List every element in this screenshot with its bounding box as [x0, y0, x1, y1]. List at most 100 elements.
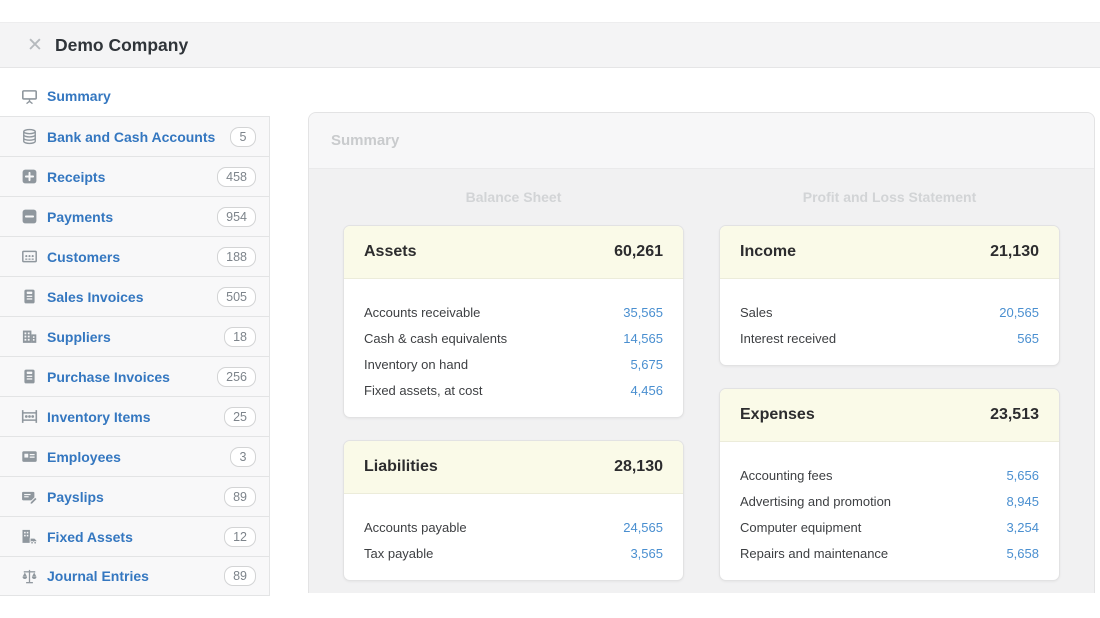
card-total: 23,513: [990, 406, 1039, 423]
account-row: Cash & cash equivalents 14,565: [364, 325, 663, 351]
coins-icon: [21, 128, 38, 145]
count-badge: 256: [217, 366, 256, 387]
presentation-icon: [21, 88, 38, 105]
account-label: Computer equipment: [740, 519, 862, 535]
sidebar-item-label: Summary: [47, 88, 111, 104]
account-row: Accounts receivable 35,565: [364, 299, 663, 325]
sidebar-item-label: Payslips: [47, 488, 104, 505]
sidebar-item-journal-entries[interactable]: Journal Entries 89: [0, 556, 270, 596]
account-value-link[interactable]: 8,945: [1006, 493, 1039, 509]
sidebar-item-label: Fixed Assets: [47, 528, 133, 545]
account-row: Tax payable 3,565: [364, 540, 663, 566]
account-row: Advertising and promotion 8,945: [740, 488, 1039, 514]
sidebar-item-label: Journal Entries: [47, 568, 149, 584]
account-value-link[interactable]: 24,565: [623, 519, 663, 535]
count-badge: 505: [217, 286, 256, 307]
card-total: 28,130: [614, 458, 663, 475]
card-total: 21,130: [990, 243, 1039, 260]
card-assets: Assets 60,261 Accounts receivable 35,565…: [343, 225, 684, 418]
account-value-link[interactable]: 3,565: [630, 545, 663, 561]
account-row: Inventory on hand 5,675: [364, 351, 663, 377]
count-badge: 89: [224, 486, 256, 507]
account-row: Repairs and maintenance 5,658: [740, 540, 1039, 566]
sidebar-item-label: Inventory Items: [47, 408, 151, 425]
column-balance-sheet: Balance Sheet Assets 60,261 Accounts rec…: [343, 181, 684, 593]
abacus-icon: [21, 408, 38, 425]
card-title: Assets: [364, 243, 417, 260]
count-badge: 18: [224, 326, 256, 347]
card-title: Expenses: [740, 406, 815, 423]
sidebar-item-receipts[interactable]: Receipts 458: [0, 156, 270, 196]
invoice-icon: [21, 288, 38, 305]
sidebar-item-label: Bank and Cash Accounts: [47, 128, 216, 145]
card-liabilities: Liabilities 28,130 Accounts payable 24,5…: [343, 440, 684, 581]
account-value-link[interactable]: 20,565: [999, 304, 1039, 320]
column-heading: Balance Sheet: [465, 189, 562, 205]
panel-tab-summary: Summary: [331, 132, 400, 149]
account-value-link[interactable]: 35,565: [623, 304, 663, 320]
sidebar-item-employees[interactable]: Employees 3: [0, 436, 270, 476]
account-value-link[interactable]: 14,565: [623, 330, 663, 346]
account-label: Repairs and maintenance: [740, 545, 889, 561]
sidebar-item-label: Receipts: [47, 168, 106, 185]
card-title: Income: [740, 243, 797, 260]
panel-header: Summary: [309, 113, 1094, 169]
account-row: Interest received 565: [740, 325, 1039, 351]
sidebar-item-sales-invoices[interactable]: Sales Invoices 505: [0, 276, 270, 316]
plus-square-icon: [21, 168, 38, 185]
column-profit-and-loss-statement: Profit and Loss Statement Income 21,130 …: [719, 181, 1060, 593]
card-income: Income 21,130 Sales 20,565 Interest rece…: [719, 225, 1060, 366]
count-badge: 89: [224, 566, 256, 586]
count-badge: 5: [230, 126, 256, 147]
sidebar-item-suppliers[interactable]: Suppliers 18: [0, 316, 270, 356]
account-value-link[interactable]: 5,658: [1006, 545, 1039, 561]
card-expenses: Expenses 23,513 Accounting fees 5,656 Ad…: [719, 388, 1060, 581]
count-badge: 458: [217, 166, 256, 187]
account-label: Fixed assets, at cost: [364, 382, 483, 398]
panel-body: Balance Sheet Assets 60,261 Accounts rec…: [309, 169, 1094, 593]
close-icon[interactable]: ✕: [27, 34, 43, 56]
account-row: Accounting fees 5,656: [740, 462, 1039, 488]
sidebar-item-purchase-invoices[interactable]: Purchase Invoices 256: [0, 356, 270, 396]
column-heading: Profit and Loss Statement: [802, 189, 977, 205]
account-value-link[interactable]: 5,656: [1006, 467, 1039, 483]
card-total: 60,261: [614, 243, 663, 260]
titlebar: ✕ Demo Company: [0, 22, 1100, 68]
account-value-link[interactable]: 5,675: [630, 356, 663, 372]
sidebar-item-label: Employees: [47, 448, 121, 465]
sidebar-item-summary[interactable]: Summary: [0, 76, 270, 116]
building-truck-icon: [21, 528, 38, 545]
sidebar-item-inventory-items[interactable]: Inventory Items 25: [0, 396, 270, 436]
account-label: Tax payable: [364, 545, 434, 561]
account-label: Cash & cash equivalents: [364, 330, 508, 346]
sidebar-item-label: Sales Invoices: [47, 288, 144, 305]
account-value-link[interactable]: 3,254: [1006, 519, 1039, 535]
sidebar-item-payments[interactable]: Payments 954: [0, 196, 270, 236]
people-group-icon: [21, 248, 38, 265]
sidebar-item-customers[interactable]: Customers 188: [0, 236, 270, 276]
payslip-pen-icon: [21, 488, 38, 505]
minus-square-icon: [21, 208, 38, 225]
sidebar-item-label: Customers: [47, 248, 121, 265]
account-row: Accounts payable 24,565: [364, 514, 663, 540]
account-label: Interest received: [740, 330, 837, 346]
account-label: Sales: [740, 304, 773, 320]
sidebar-item-bank-and-cash-accounts[interactable]: Bank and Cash Accounts 5: [0, 116, 270, 156]
count-badge: 3: [230, 446, 256, 467]
sidebar-item-label: Suppliers: [47, 328, 111, 345]
sidebar-item-fixed-assets[interactable]: Fixed Assets 12: [0, 516, 270, 556]
account-label: Accounts payable: [364, 519, 467, 535]
sidebar-item-label: Purchase Invoices: [47, 368, 170, 385]
card-title: Liabilities: [364, 458, 438, 475]
sidebar-item-payslips[interactable]: Payslips 89: [0, 476, 270, 516]
account-value-link[interactable]: 565: [1017, 330, 1039, 346]
id-card-icon: [21, 448, 38, 465]
account-label: Accounts receivable: [364, 304, 481, 320]
summary-panel: Summary Balance Sheet Assets 60,261 Acco…: [308, 112, 1095, 593]
account-value-link[interactable]: 4,456: [630, 382, 663, 398]
factory-icon: [21, 328, 38, 345]
count-badge: 954: [217, 206, 256, 227]
account-label: Inventory on hand: [364, 356, 469, 372]
account-label: Accounting fees: [740, 467, 833, 483]
